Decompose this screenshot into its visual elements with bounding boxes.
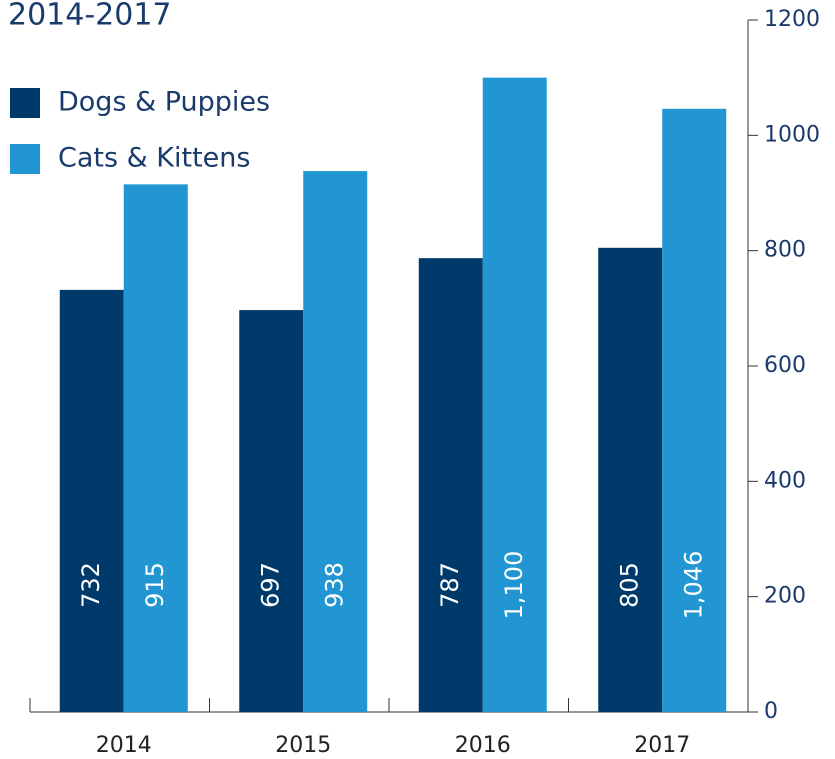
legend-label: Dogs & Puppies — [58, 87, 270, 118]
bar — [482, 77, 547, 712]
y-tick-label: 1000 — [764, 122, 820, 147]
x-tick-label: 2017 — [634, 733, 690, 758]
y-tick-label: 200 — [764, 584, 806, 609]
value-label: 938 — [320, 562, 348, 608]
y-tick-label: 800 — [764, 238, 806, 263]
bar — [303, 171, 368, 712]
value-label: 915 — [141, 562, 169, 608]
legend-swatch — [10, 88, 40, 118]
x-tick-label: 2015 — [275, 733, 331, 758]
bar — [662, 108, 727, 713]
x-tick-label: 2016 — [455, 733, 511, 758]
value-label: 1,100 — [500, 551, 528, 620]
bar — [59, 289, 124, 712]
x-tick-label: 2014 — [96, 733, 152, 758]
legend-label: Cats & Kittens — [58, 143, 250, 174]
value-label: 1,046 — [679, 551, 707, 620]
y-tick-label: 1200 — [764, 7, 820, 32]
value-label: 697 — [256, 562, 284, 608]
y-tick-label: 600 — [764, 353, 806, 378]
bar — [598, 247, 663, 713]
value-label: 805 — [615, 562, 643, 608]
bar — [239, 310, 304, 712]
value-label: 787 — [436, 562, 464, 608]
bar — [123, 184, 188, 713]
bar — [418, 258, 483, 712]
legend-swatch — [10, 144, 40, 174]
y-tick-label: 400 — [764, 468, 806, 493]
chart-title: 2014-2017 — [8, 0, 172, 33]
value-label: 732 — [77, 562, 105, 608]
y-tick-label: 0 — [764, 699, 778, 724]
